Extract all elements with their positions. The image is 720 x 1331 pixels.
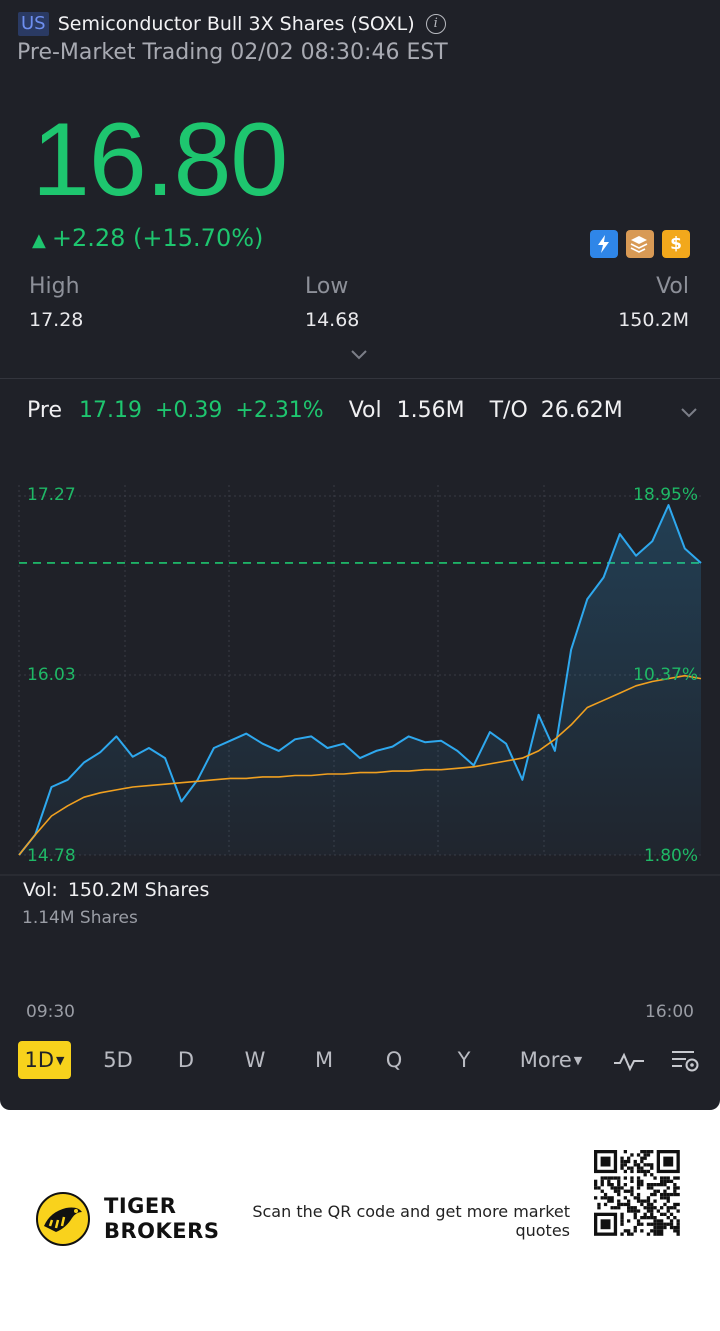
- scan-text: Scan the QR code and get more market quo…: [252, 1202, 570, 1240]
- change-value: +2.28: [51, 224, 126, 252]
- session-line: Pre-Market Trading 02/02 08:30:46 EST: [17, 40, 448, 65]
- period-1d[interactable]: 1D ▼: [18, 1041, 71, 1079]
- volume-stat: Vol 150.2M: [618, 274, 689, 331]
- period-d[interactable]: D: [177, 1048, 195, 1072]
- tiger-logo-icon: [36, 1192, 90, 1246]
- volume-summary-value: 150.2M Shares: [67, 879, 210, 901]
- average-price-line: [18, 674, 702, 856]
- brand-line1: TIGER: [104, 1194, 177, 1218]
- period-5d[interactable]: 5D: [103, 1048, 133, 1072]
- chart-settings-icon[interactable]: [668, 1049, 702, 1073]
- y-label-bottom: 14.78: [27, 846, 76, 866]
- dropdown-triangle-icon: ▼: [56, 1054, 65, 1067]
- stock-header: US Semiconductor Bull 3X Shares (SOXL) i: [18, 12, 702, 36]
- market-badge: US: [18, 12, 49, 36]
- pct-label-mid: 10.37%: [633, 665, 698, 685]
- last-price: 16.80: [32, 102, 288, 218]
- feature-badges: $: [590, 230, 690, 258]
- volume-scale: 1.14M Shares: [22, 908, 138, 928]
- high-label: High: [29, 274, 80, 299]
- pre-to-value: 26.62M: [540, 398, 623, 423]
- volume-summary-label: Vol:: [23, 879, 58, 901]
- dropdown-triangle-icon: ▼: [573, 1054, 583, 1067]
- period-w[interactable]: W: [244, 1048, 266, 1072]
- y-label-top: 17.27: [27, 485, 76, 505]
- pre-to-label: T/O: [489, 398, 528, 423]
- up-arrow-icon: ▲: [32, 230, 46, 251]
- high-stat: High 17.28: [29, 274, 83, 331]
- share-footer: TIGER BROKERS Scan the QR code and get m…: [0, 1110, 720, 1331]
- pre-vol-label: Vol: [348, 398, 382, 423]
- price-line: [18, 504, 702, 856]
- pct-label-top: 18.95%: [633, 485, 698, 505]
- pre-label: Pre: [27, 398, 62, 423]
- volume-value: 150.2M: [618, 309, 689, 331]
- pre-change: +0.39: [154, 398, 223, 423]
- chevron-down-icon[interactable]: [680, 406, 698, 418]
- brand-line2: BROKERS: [104, 1219, 220, 1243]
- low-label: Low: [305, 274, 349, 299]
- price-change: ▲ +2.28 (+15.70%): [32, 224, 263, 252]
- pre-market-row: Pre 17.19 +0.39 +2.31% Vol 1.56M T/O 26.…: [27, 398, 623, 423]
- quote-screen: US Semiconductor Bull 3X Shares (SOXL) i…: [0, 0, 720, 1110]
- info-icon[interactable]: i: [425, 14, 446, 34]
- low-stat: Low 14.68: [305, 274, 359, 331]
- period-y[interactable]: Y: [457, 1048, 471, 1072]
- pct-label-bottom: 1.80%: [643, 846, 698, 866]
- dollar-icon[interactable]: $: [662, 230, 690, 258]
- low-value: 14.68: [305, 309, 360, 331]
- period-m[interactable]: M: [314, 1048, 334, 1072]
- session-datetime: 02/02 08:30:46 EST: [230, 40, 448, 65]
- flash-icon[interactable]: [590, 230, 618, 258]
- period-selector: 1D ▼ 5D D W M Q Y More ▼: [18, 1041, 702, 1081]
- section-divider: [0, 378, 720, 379]
- stack-icon[interactable]: [626, 230, 654, 258]
- qr-code-icon: [594, 1150, 680, 1236]
- price-area-fill: [19, 505, 701, 855]
- brand-name: TIGER BROKERS: [104, 1194, 219, 1244]
- high-value: 17.28: [29, 309, 84, 331]
- volume-summary: Vol: 150.2M Shares: [23, 879, 209, 901]
- series-lines: [18, 504, 702, 856]
- period-q[interactable]: Q: [385, 1048, 403, 1072]
- change-percent: (+15.70%): [133, 224, 264, 252]
- stock-name: Semiconductor Bull 3X Shares (SOXL): [57, 13, 415, 35]
- y-label-mid: 16.03: [27, 665, 76, 685]
- pre-price: 17.19: [78, 398, 142, 423]
- indicator-icon[interactable]: [612, 1049, 646, 1073]
- volume-label: Vol: [656, 274, 689, 299]
- x-label-start: 09:30: [26, 1002, 75, 1022]
- session-label: Pre-Market Trading: [17, 40, 224, 65]
- pre-vol-value: 1.56M: [396, 398, 465, 423]
- intraday-chart[interactable]: [0, 470, 720, 880]
- pre-change-percent: +2.31%: [235, 398, 324, 423]
- x-label-end: 16:00: [645, 1002, 694, 1022]
- period-more[interactable]: More ▼: [516, 1041, 586, 1079]
- chevron-down-icon[interactable]: [350, 348, 368, 360]
